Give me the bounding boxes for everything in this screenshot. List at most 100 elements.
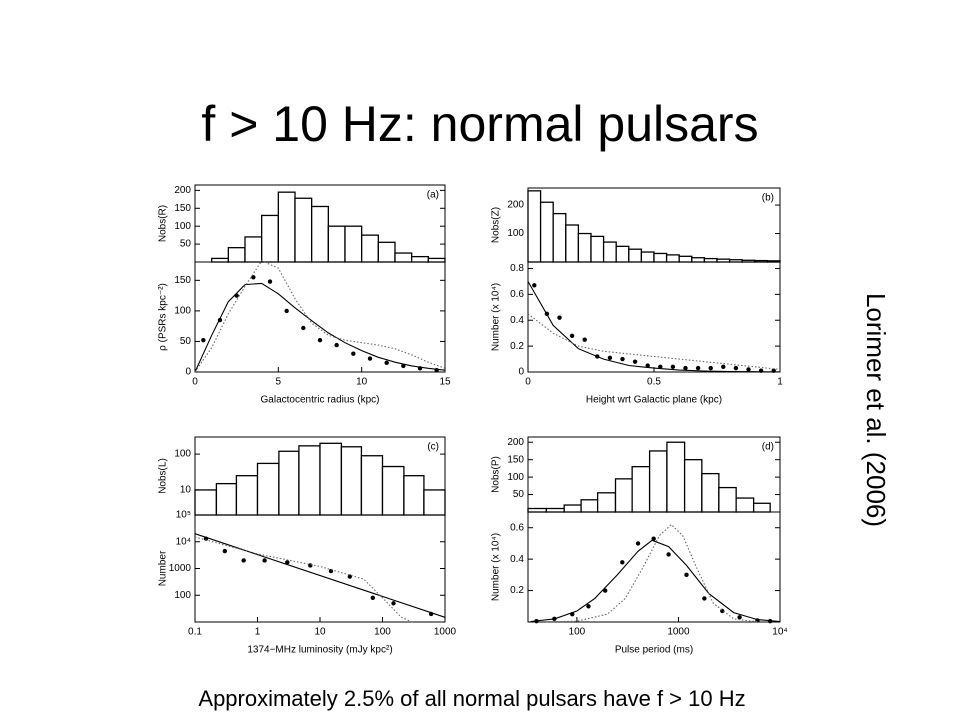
caption: Approximately 2.5% of all normal pulsars…	[198, 686, 745, 711]
data-point	[201, 338, 206, 343]
histogram-bar	[665, 254, 680, 263]
data-point	[391, 601, 396, 606]
data-point	[607, 355, 613, 360]
data-point	[351, 351, 356, 356]
panel-label: (a)	[427, 190, 439, 201]
data-point	[222, 548, 228, 554]
histogram-bar	[261, 214, 279, 263]
histogram-bar	[615, 245, 630, 263]
x-tick-label: 10	[356, 377, 368, 388]
y-axis-label: Nobs(Z)	[491, 207, 502, 243]
data-point	[666, 552, 671, 557]
data-point	[384, 360, 389, 366]
x-axis-label: Height wrt Galactic plane (kpc)	[586, 395, 722, 406]
histogram-bar	[527, 190, 542, 263]
data-point	[285, 560, 290, 565]
model-curve-dotted	[527, 313, 781, 370]
plot-frame	[527, 261, 781, 373]
data-point	[370, 595, 376, 601]
histogram-bar	[361, 234, 379, 263]
histogram-bar	[577, 232, 592, 263]
y-tick-label: 0	[518, 367, 524, 378]
x-axis-label: Galactocentric radius (kpc)	[261, 395, 380, 406]
histogram-bar	[244, 236, 263, 263]
data-point	[632, 359, 638, 364]
histogram-bar	[423, 489, 446, 516]
histogram-bar	[194, 489, 218, 516]
data-point	[645, 363, 650, 368]
x-tick-label: 15	[439, 377, 451, 388]
histogram-bar	[718, 486, 737, 513]
histogram-bar	[311, 205, 329, 263]
x-tick-label: 1	[777, 377, 783, 388]
histogram-bar	[628, 248, 643, 263]
model-curve	[194, 533, 446, 618]
y-tick-label: 0.2	[510, 341, 524, 352]
y-tick-label: 50	[180, 336, 192, 347]
y-tick-label: 100	[174, 449, 191, 460]
y-tick-label: 150	[174, 275, 191, 286]
histogram-bar	[527, 507, 547, 513]
y-axis-label: Nobs(P)	[491, 456, 502, 493]
histogram-bar	[278, 450, 300, 516]
data-point	[683, 365, 688, 371]
histogram-bar	[298, 445, 321, 516]
y-tick-label: 200	[507, 200, 524, 211]
histogram-bar	[403, 475, 425, 516]
histogram-bar	[539, 201, 554, 263]
x-tick-label: 5	[276, 377, 282, 388]
x-tick-label: 100	[569, 627, 586, 638]
histogram-bar	[344, 225, 363, 263]
histogram-bar	[640, 251, 655, 263]
histogram-bar	[235, 475, 259, 516]
data-point	[532, 283, 537, 288]
y-tick-label: 200	[174, 185, 191, 196]
y-tick-label: 0.6	[510, 289, 524, 300]
histogram-bar	[648, 450, 668, 513]
histogram-bar	[427, 257, 446, 263]
y-tick-label: 200	[507, 437, 524, 448]
data-point	[367, 356, 373, 361]
data-point	[702, 596, 707, 601]
histogram-bar	[602, 241, 617, 263]
histogram-bar	[319, 442, 343, 516]
histogram-bar	[701, 472, 720, 513]
plot-frame	[527, 511, 781, 623]
y-tick-label: 150	[174, 203, 191, 214]
histogram-bar	[631, 466, 651, 513]
data-point	[241, 558, 246, 563]
histogram-bar	[294, 197, 313, 263]
y-tick-label: 10	[180, 485, 192, 496]
histogram-bar	[735, 497, 755, 513]
y-tick-label: 10⁴	[176, 536, 191, 547]
data-point	[670, 364, 676, 370]
y-tick-label: 0.6	[510, 522, 524, 533]
data-point	[347, 574, 353, 579]
histogram-bar	[277, 191, 296, 263]
citation: Lorimer et al. (2006)	[861, 293, 891, 527]
y-tick-label: 50	[513, 489, 525, 500]
y-tick-label: 0.4	[510, 315, 524, 326]
y-tick-label: 100	[174, 221, 191, 232]
y-axis-label: Number (x 10⁴)	[491, 283, 502, 351]
data-point	[635, 541, 641, 546]
y-tick-label: 50	[180, 239, 192, 250]
model-curve	[194, 282, 446, 373]
data-point	[746, 367, 751, 372]
histogram-bar	[703, 257, 718, 263]
histogram-bar	[340, 446, 363, 516]
slide-title: f > 10 Hz: normal pulsars	[201, 96, 758, 152]
data-point	[586, 604, 591, 609]
x-tick-label: 0.1	[188, 627, 202, 638]
x-axis-label: Pulse period (ms)	[615, 645, 693, 656]
x-axis-label: 1374−MHz luminosity (mJy kpc²)	[247, 645, 392, 656]
histogram-bar	[614, 478, 633, 513]
data-point	[267, 279, 273, 284]
histogram-bar	[411, 255, 429, 263]
model-curve-dotted	[194, 260, 446, 373]
data-point	[721, 364, 726, 370]
panel-label: (d)	[762, 442, 774, 453]
y-tick-label: 100	[507, 472, 524, 483]
